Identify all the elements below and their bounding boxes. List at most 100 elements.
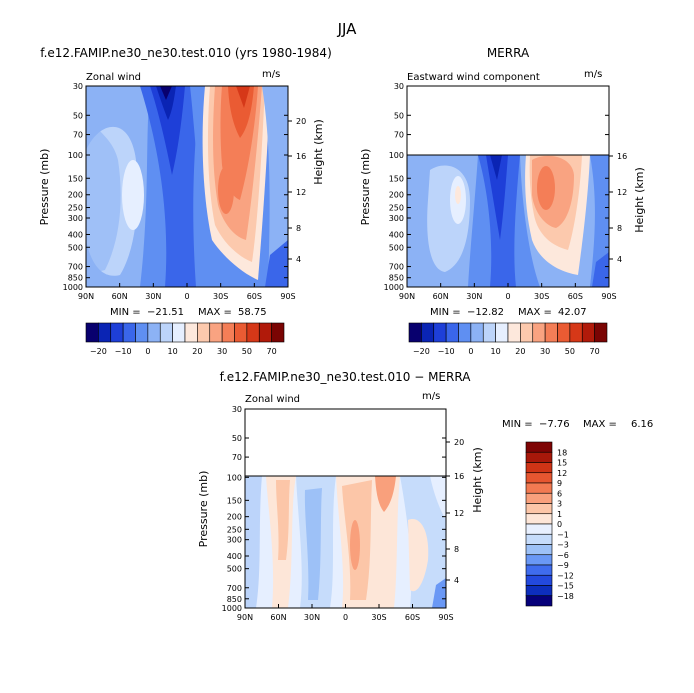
y-tick-label: 50 bbox=[394, 111, 404, 120]
colorbar-swatch bbox=[557, 322, 571, 343]
field-contour bbox=[236, 86, 250, 108]
colorbar-swatch bbox=[184, 322, 198, 343]
colorbar-swatch bbox=[525, 564, 553, 576]
y-tick-label: 100 bbox=[227, 473, 242, 482]
colorbar-swatch bbox=[135, 322, 149, 343]
colorbar-label: −9 bbox=[557, 561, 569, 570]
panel-model-variable: Zonal wind bbox=[86, 72, 141, 83]
height-tick-label: 12 bbox=[296, 188, 306, 197]
panel-difference-max-value: 6.16 bbox=[631, 419, 653, 430]
field-contour bbox=[350, 520, 360, 570]
colorbar-swatch bbox=[525, 441, 553, 453]
y-tick-label: 400 bbox=[227, 552, 242, 561]
colorbar-swatch bbox=[525, 451, 553, 463]
colorbar-label: −3 bbox=[557, 541, 569, 550]
field-contour bbox=[490, 155, 502, 180]
y-tick-label: 500 bbox=[227, 565, 242, 574]
panel-obs-max-value: 42.07 bbox=[558, 307, 587, 318]
y-tick-label: 30 bbox=[73, 82, 83, 91]
field-contour bbox=[430, 476, 446, 520]
colorbar-swatch bbox=[525, 503, 553, 515]
panel-model-ylabel-right: Height (km) bbox=[312, 119, 325, 185]
field-contour bbox=[265, 240, 288, 287]
field-contour bbox=[218, 166, 234, 214]
colorbar-label: −1 bbox=[557, 530, 569, 539]
colorbar-swatch bbox=[209, 322, 223, 343]
height-tick-label: 16 bbox=[617, 152, 627, 161]
panel-obs-ylabel: Pressure (mb) bbox=[359, 149, 372, 226]
y-tick-label: 50 bbox=[73, 111, 83, 120]
colorbar-label: 9 bbox=[557, 479, 562, 488]
colorbar-swatch bbox=[408, 322, 422, 343]
colorbar-swatch bbox=[122, 322, 136, 343]
colorbar-swatch bbox=[525, 574, 553, 586]
y-tick-label: 850 bbox=[68, 274, 83, 283]
y-tick-label: 850 bbox=[389, 274, 404, 283]
panel-model-min-value: −21.51 bbox=[147, 307, 184, 318]
field-contour bbox=[86, 110, 121, 275]
height-tick-label: 4 bbox=[617, 255, 622, 264]
colorbar-swatch bbox=[507, 322, 521, 343]
x-tick-label: 30N bbox=[466, 292, 482, 301]
panel-obs-ylabel-right: Height (km) bbox=[633, 167, 646, 233]
colorbar-label: 70 bbox=[590, 347, 600, 356]
height-tick-label: 12 bbox=[617, 188, 627, 197]
y-tick-label: 850 bbox=[227, 595, 242, 604]
colorbar-swatch bbox=[85, 322, 99, 343]
colorbar-swatch bbox=[525, 482, 553, 494]
height-tick-label: 12 bbox=[454, 509, 464, 518]
field-contour bbox=[228, 86, 254, 138]
colorbar-swatch bbox=[147, 322, 161, 343]
height-tick-label: 16 bbox=[296, 152, 306, 161]
x-tick-label: 60N bbox=[433, 292, 449, 301]
field-contour bbox=[432, 578, 446, 608]
figure-title: JJA bbox=[337, 20, 358, 38]
x-tick-label: 0 bbox=[505, 292, 510, 301]
panel-model-ylabel: Pressure (mb) bbox=[38, 149, 51, 226]
panel-obs-min-value: −12.82 bbox=[467, 307, 504, 318]
y-tick-label: 500 bbox=[389, 243, 404, 252]
colorbar-swatch bbox=[271, 322, 285, 343]
colorbar-swatch bbox=[433, 322, 447, 343]
colorbar-swatch bbox=[520, 322, 534, 343]
panel-model: f.e12.FAMIP.ne30_ne30.test.010 (yrs 1980… bbox=[38, 46, 332, 356]
y-tick-label: 50 bbox=[232, 434, 242, 443]
x-tick-label: 90N bbox=[237, 613, 253, 622]
panel-model-min-label: MIN = bbox=[110, 307, 141, 318]
panel-model-max-label: MAX = bbox=[198, 307, 232, 318]
field-contour bbox=[140, 86, 200, 287]
field-contour bbox=[122, 160, 144, 230]
x-tick-label: 90S bbox=[438, 613, 453, 622]
panel-obs-contours bbox=[407, 155, 609, 287]
colorbar-label: 50 bbox=[565, 347, 575, 356]
y-tick-label: 700 bbox=[227, 584, 242, 593]
x-tick-label: 90S bbox=[280, 292, 295, 301]
y-tick-label: 1000 bbox=[222, 604, 242, 613]
x-tick-label: 30S bbox=[213, 292, 228, 301]
y-tick-label: 400 bbox=[68, 230, 83, 239]
field-contour bbox=[590, 155, 609, 287]
colorbar-label: 10 bbox=[491, 347, 501, 356]
y-tick-label: 150 bbox=[227, 496, 242, 505]
y-tick-label: 400 bbox=[389, 230, 404, 239]
field-contour bbox=[486, 155, 508, 240]
field-contour bbox=[592, 252, 609, 287]
x-tick-label: 0 bbox=[343, 613, 348, 622]
panel-obs-min-label: MIN = bbox=[430, 307, 461, 318]
colorbar-label: −18 bbox=[557, 592, 574, 601]
colorbar-label: 15 bbox=[557, 459, 567, 468]
panel-obs-max-label: MAX = bbox=[518, 307, 552, 318]
colorbar-label: −10 bbox=[438, 347, 455, 356]
x-tick-label: 90N bbox=[78, 292, 94, 301]
colorbar-label: −12 bbox=[557, 571, 574, 580]
panel-difference-min-label: MIN = bbox=[502, 419, 533, 430]
y-tick-label: 150 bbox=[389, 174, 404, 183]
colorbar-label: 30 bbox=[540, 347, 550, 356]
colorbar-label: 6 bbox=[557, 489, 562, 498]
colorbar-swatch bbox=[532, 322, 546, 343]
colorbar-label: −10 bbox=[115, 347, 132, 356]
panel-difference-variable: Zonal wind bbox=[245, 394, 300, 405]
colorbar-label: 50 bbox=[242, 347, 252, 356]
x-tick-label: 30S bbox=[534, 292, 549, 301]
panel-difference-ticks: 305070100150200250300400500700850100090N… bbox=[222, 405, 465, 622]
